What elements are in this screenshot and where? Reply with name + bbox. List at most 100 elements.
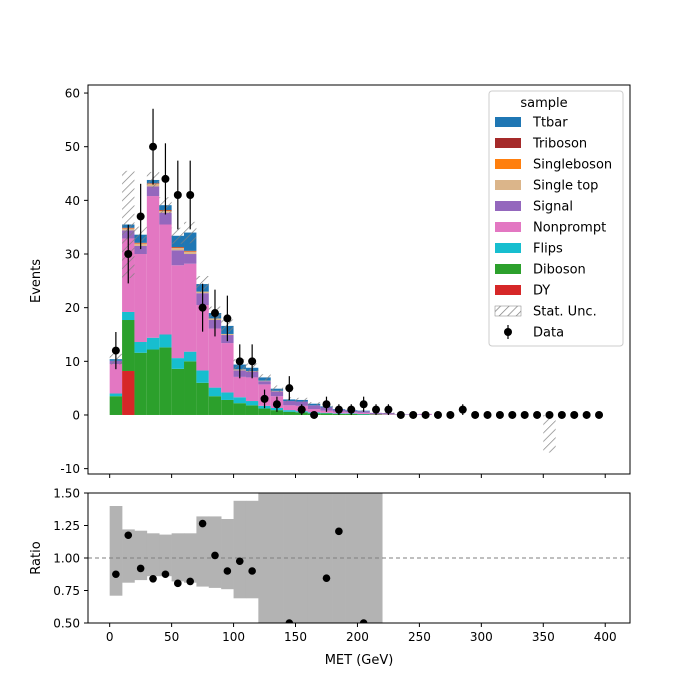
ratio-band-bin — [134, 530, 148, 581]
data-point — [372, 405, 381, 414]
data-point — [198, 303, 207, 312]
data-point — [483, 410, 492, 419]
ratio-band-bin — [146, 533, 160, 577]
legend-swatch-triboson — [495, 138, 521, 148]
x-tick-label: 50 — [164, 630, 179, 644]
stacked-bars — [109, 179, 432, 415]
bar-dy — [122, 370, 135, 415]
x-tick-label: 200 — [346, 630, 369, 644]
data-point — [495, 410, 504, 419]
bar-nonprompt — [171, 265, 185, 359]
data-point — [458, 405, 467, 414]
legend-label: Stat. Unc. — [533, 305, 597, 320]
bar-singleboson — [171, 247, 185, 249]
legend-swatch-ttbar — [495, 117, 521, 127]
top-y-axis: -10 0 10 20 30 40 50 60 — [60, 87, 88, 476]
data-point — [557, 410, 566, 419]
legend-label: Flips — [533, 242, 563, 257]
data-point — [111, 346, 120, 355]
bar-nonprompt — [159, 224, 172, 335]
legend-swatch-signal — [495, 201, 521, 211]
data-point — [124, 250, 133, 259]
bar-diboson — [233, 403, 246, 415]
data-point — [446, 410, 455, 419]
main-panel-frame — [87, 84, 631, 475]
ratio-point — [161, 570, 170, 579]
ratio-band-bin — [122, 529, 135, 583]
bar-diboson — [196, 382, 209, 415]
bar-single-top — [184, 251, 197, 255]
ratio-tick-label: 1.00 — [53, 552, 80, 566]
x-tick-label: 100 — [222, 630, 245, 644]
y-tick-label: 20 — [65, 301, 80, 315]
ratio-point — [112, 570, 120, 579]
ratio-band-bin — [159, 534, 172, 577]
legend-swatch-single-top — [495, 180, 521, 190]
legend-swatch-nonprompt — [495, 222, 521, 232]
bar-flips — [171, 358, 185, 369]
legend-label: Triboson — [532, 137, 587, 152]
x-axis-label: MET (GeV) — [325, 653, 394, 668]
bar-signal — [134, 245, 147, 255]
ratio-band-bin — [184, 533, 197, 583]
x-tick-label: 400 — [594, 630, 617, 644]
bar-flips — [122, 311, 135, 321]
legend-swatch-singleboson — [495, 159, 521, 169]
data-point — [396, 410, 405, 419]
legend-label: Data — [533, 326, 564, 341]
data-point — [595, 410, 604, 419]
data-point — [421, 410, 430, 419]
main-panel: -10 0 10 20 30 40 50 60 Events — [29, 84, 631, 478]
data-point — [545, 410, 554, 419]
bar-nonprompt — [134, 254, 147, 343]
y-tick-label: 40 — [65, 194, 80, 208]
data-point — [248, 357, 257, 366]
bar-nonprompt — [109, 364, 123, 394]
x-tick-label: 0 — [106, 630, 114, 644]
stat-unc-bin — [171, 227, 185, 244]
ratio-band-bin — [283, 493, 296, 623]
bar-nonprompt — [357, 412, 370, 414]
data-point — [223, 314, 232, 323]
bar-nonprompt — [307, 409, 321, 413]
data-point — [186, 190, 195, 199]
bar-diboson — [171, 368, 185, 415]
ratio-band-bin — [221, 519, 234, 590]
ratio-point — [149, 575, 157, 583]
data-point — [297, 405, 306, 414]
bar-triboson — [184, 250, 197, 252]
ratio-point — [174, 579, 182, 588]
ratio-tick-label: 1.50 — [53, 487, 80, 501]
bar-diboson — [109, 396, 123, 415]
legend-swatch-flips — [495, 243, 521, 253]
data-point — [508, 410, 517, 419]
ratio-point — [322, 574, 331, 582]
data-point — [409, 410, 418, 419]
bar-nonprompt — [233, 376, 246, 398]
ratio-point — [186, 577, 195, 586]
data-point — [210, 309, 219, 318]
bar-nonprompt — [184, 263, 197, 352]
bar-signal — [270, 391, 284, 397]
bar-flips — [184, 351, 197, 362]
data-point — [161, 174, 170, 183]
bar-nonprompt — [245, 377, 259, 402]
y-tick-label: 0 — [72, 408, 80, 422]
bar-signal — [184, 254, 197, 264]
ratio-point — [285, 619, 294, 623]
ratio-tick-label: 1.25 — [53, 519, 80, 533]
y-tick-label: -10 — [60, 462, 80, 476]
data-point — [384, 405, 393, 414]
data-point — [471, 410, 480, 419]
ratio-band-bin — [332, 493, 346, 623]
legend-swatch-data — [504, 328, 512, 336]
ratio-point — [248, 567, 256, 575]
bar-flips — [283, 410, 296, 412]
data-point — [285, 384, 294, 393]
bar-diboson — [283, 411, 296, 415]
bar-diboson — [245, 405, 259, 415]
ratio-point — [335, 527, 343, 536]
bar-diboson — [159, 347, 172, 415]
data-point — [235, 357, 244, 366]
